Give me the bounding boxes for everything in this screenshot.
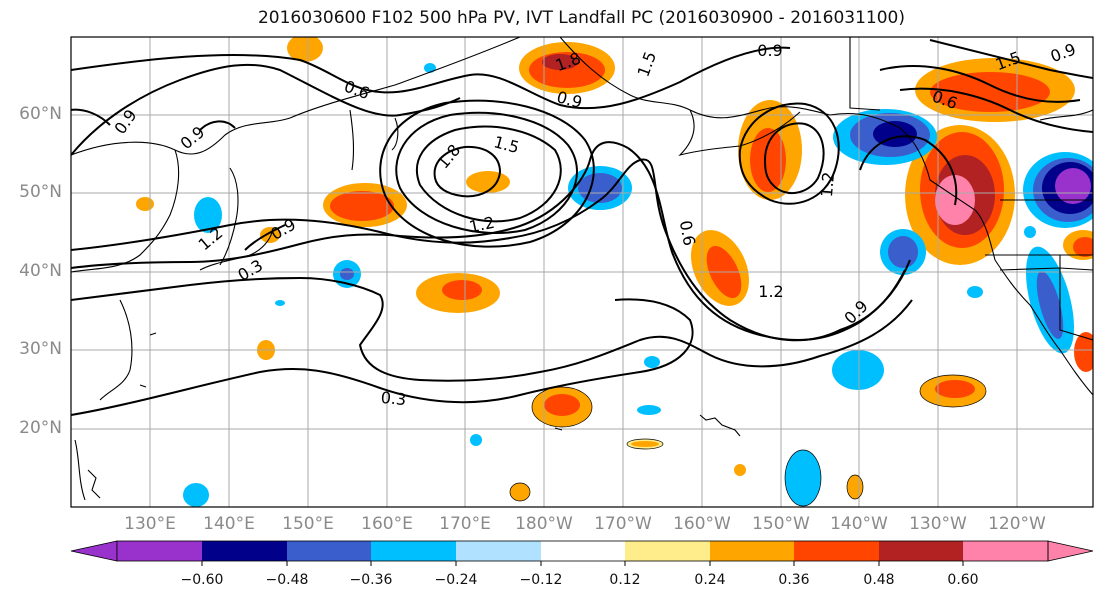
colorbar-bin — [287, 541, 371, 561]
contour-label: 0.9 — [757, 41, 782, 60]
colorbar-bin — [625, 541, 710, 561]
contour-label: 1.2 — [758, 282, 783, 301]
colorbar-bin — [371, 541, 456, 561]
lon-label: 140°W — [830, 514, 888, 534]
colorbar-bin — [710, 541, 794, 561]
colorbar-tick-label: −0.36 — [349, 572, 393, 588]
colorbar-tick-label: 0.48 — [863, 572, 895, 588]
colorbar-tick-label: −0.24 — [434, 572, 478, 588]
shading-outlines — [509, 374, 987, 507]
negative-anomaly-shading — [183, 63, 1093, 507]
lon-label: 120°W — [988, 514, 1046, 534]
colorbar-bin — [963, 541, 1048, 561]
lon-label: 130°E — [124, 514, 176, 534]
colorbar-tick-label: −0.60 — [180, 572, 224, 588]
colorbar-bin — [117, 541, 202, 561]
colorbar-tick-label: 0.12 — [609, 572, 641, 588]
map-title: 2016030600 F102 500 hPa PV, IVT Landfall… — [257, 8, 905, 28]
contour-label: 1.2 — [467, 213, 496, 237]
colorbar — [70, 540, 1094, 566]
colorbar-tick-label: −0.12 — [519, 572, 563, 588]
lat-label: 20°N — [19, 418, 62, 438]
lon-label: 180°W — [515, 514, 573, 534]
colorbar-tick-label: −0.48 — [265, 572, 309, 588]
contour-label: 0.6 — [676, 219, 699, 247]
colorbar-bin — [202, 541, 287, 561]
colorbar-bin — [879, 541, 963, 561]
lon-label: 130°W — [909, 514, 967, 534]
positive-anomaly-shading — [136, 37, 1093, 501]
lon-label: 170°E — [439, 514, 491, 534]
lat-label: 40°N — [19, 261, 62, 281]
lon-label: 150°E — [282, 514, 334, 534]
pv-contours — [71, 39, 1093, 416]
colorbar-bin — [456, 541, 541, 561]
colorbar-tick-label: 0.24 — [694, 572, 726, 588]
colorbar-bin — [541, 541, 625, 561]
lon-label: 150°W — [752, 514, 810, 534]
graticule — [71, 37, 1093, 507]
colorbar-min-extension — [70, 540, 118, 562]
contour-label: 0.3 — [380, 388, 407, 409]
lon-label: 140°E — [203, 514, 255, 534]
lon-label: 160°E — [361, 514, 413, 534]
contour-label: 1.2 — [817, 171, 838, 198]
lat-label: 30°N — [19, 339, 62, 359]
lat-label: 50°N — [19, 182, 62, 202]
lat-label: 60°N — [19, 104, 62, 124]
colorbar-tick-label: 0.60 — [947, 572, 979, 588]
colorbar-max-extension — [1047, 540, 1094, 562]
colorbar-bin — [794, 541, 879, 561]
map-frame — [70, 36, 1094, 508]
lon-label: 160°W — [673, 514, 731, 534]
coastlines — [71, 37, 1093, 501]
colorbar-tick-label: 0.36 — [778, 572, 810, 588]
colorbar-outline — [116, 540, 1049, 562]
lon-label: 170°W — [594, 514, 652, 534]
